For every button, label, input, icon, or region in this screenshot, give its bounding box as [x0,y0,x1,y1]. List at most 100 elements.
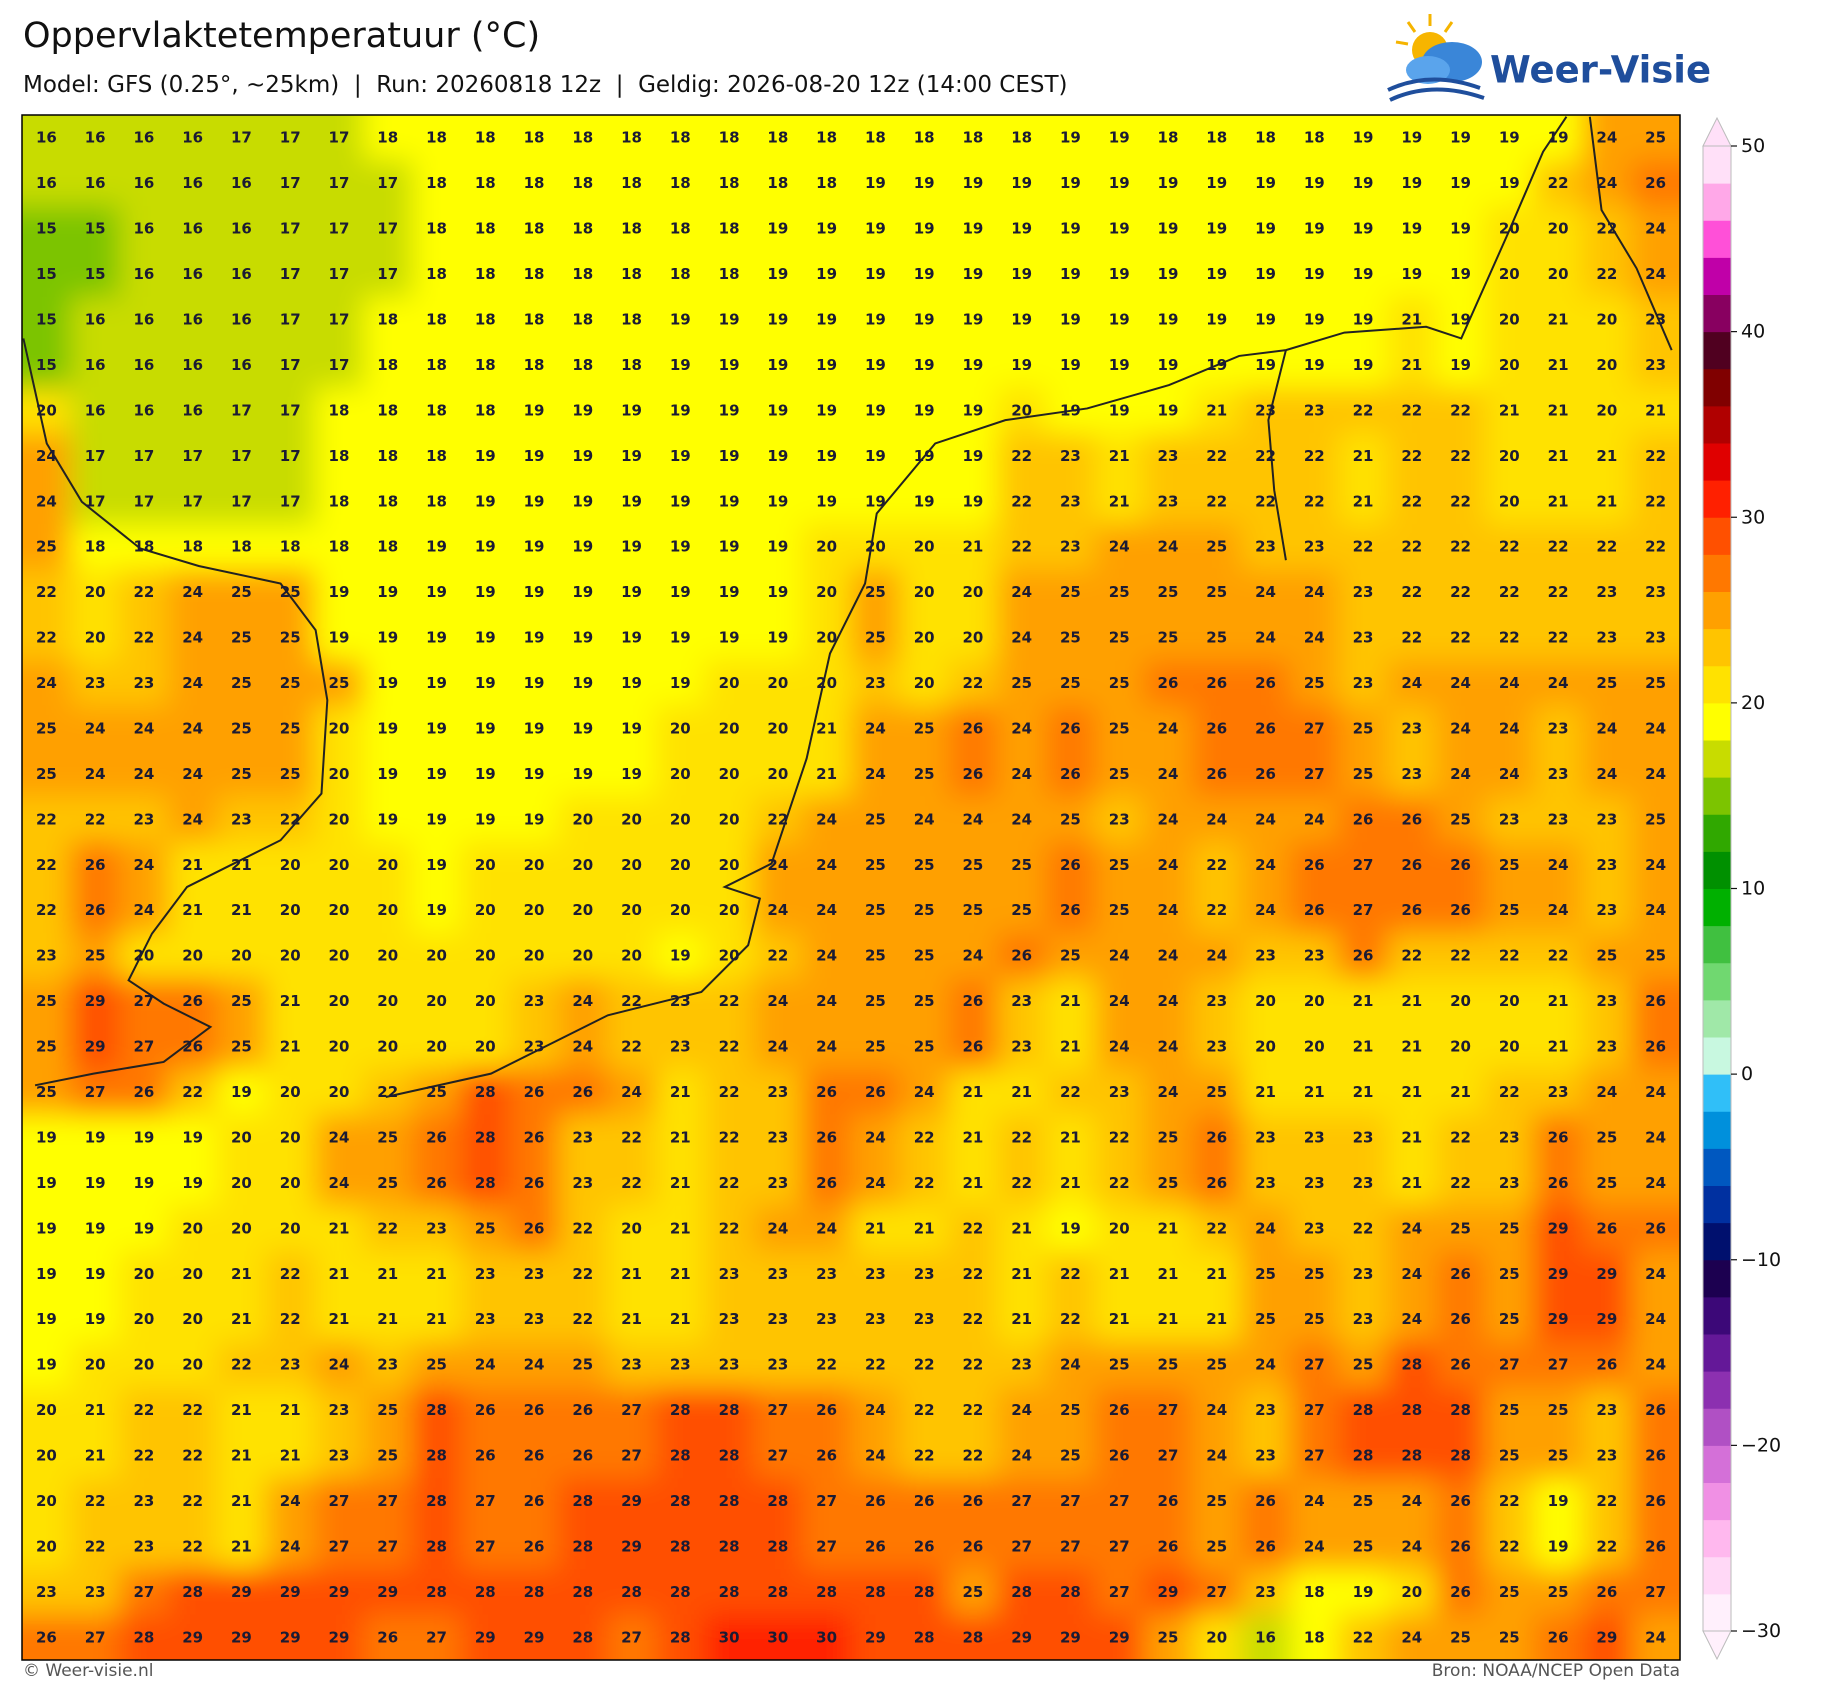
temperature-label: 19 [85,1128,106,1146]
temperature-label: 19 [670,310,691,328]
temperature-label: 26 [524,1219,545,1237]
temperature-cell [1192,251,1242,298]
temperature-label: 19 [1011,356,1032,374]
temperature-label: 21 [1011,1219,1032,1237]
temperature-label: 23 [1401,719,1422,737]
temperature-label: 20 [719,765,740,783]
temperature-label: 19 [962,220,983,238]
temperature-label: 19 [426,810,447,828]
temperature-label: 22 [182,1447,203,1465]
temperature-label: 18 [426,129,447,147]
temperature-cell [1338,433,1388,480]
temperature-label: 24 [1645,1310,1666,1328]
temperature-label: 25 [962,856,983,874]
temperature-label: 19 [1109,220,1130,238]
temperature-label: 25 [377,1401,398,1419]
temperature-label: 21 [1401,1128,1422,1146]
temperature-cell [412,1614,462,1660]
temperature-cell [753,660,803,707]
temperature-label: 22 [1645,538,1666,556]
temperature-label: 18 [816,174,837,192]
temperature-label: 21 [231,1265,252,1283]
temperature-cell [314,342,364,389]
temperature-label: 23 [1596,1038,1617,1056]
temperature-label: 29 [475,1628,496,1646]
temperature-cell [1241,523,1291,570]
temperature-label: 28 [816,1583,837,1601]
temperature-label: 24 [1304,583,1325,601]
temperature-label: 26 [1255,719,1276,737]
temperature-label: 28 [719,1401,740,1419]
temperature-label: 25 [865,629,886,647]
temperature-label: 22 [85,1537,106,1555]
temperature-cell [70,1023,121,1070]
temperature-label: 16 [182,401,203,419]
temperature-label: 29 [85,1038,106,1056]
temperature-cell [948,705,998,752]
temperature-label: 26 [1255,674,1276,692]
colorbar-band [1703,480,1731,518]
temperature-label: 26 [1206,1174,1227,1192]
temperature-label: 19 [1255,220,1276,238]
temperature-label: 23 [524,1265,545,1283]
temperature-label: 25 [914,856,935,874]
temperature-label: 22 [1401,629,1422,647]
temperature-cell [1192,751,1242,798]
temperature-cell [1484,296,1535,343]
temperature-cell [1094,660,1145,707]
temperature-label: 23 [1548,719,1569,737]
temperature-cell [753,205,803,252]
temperature-cell [607,1023,657,1070]
temperature-cell [22,660,72,707]
colorbar-band [1703,665,1731,704]
temperature-cell [1631,796,1680,843]
colorbar-bottom-extension [1702,1630,1732,1661]
temperature-label: 24 [1158,856,1179,874]
temperature-cell [1143,842,1193,888]
temperature-label: 19 [670,538,691,556]
temperature-label: 21 [962,538,983,556]
temperature-cell [509,842,559,888]
temperature-cell [851,296,901,343]
temperature-cell [265,115,316,161]
temperature-cell [899,751,950,798]
temperature-label: 24 [1011,583,1032,601]
temperature-cell [753,342,803,389]
temperature-label: 19 [1060,310,1081,328]
temperature-cell [217,115,267,161]
temperature-label: 24 [1645,1265,1666,1283]
temperature-label: 17 [231,129,252,147]
temperature-cell [70,433,121,480]
temperature-label: 22 [914,1447,935,1465]
temperature-label: 20 [865,538,886,556]
temperature-cell [217,251,267,298]
temperature-label: 21 [1255,1083,1276,1101]
temperature-cell [119,705,169,752]
temperature-cell [70,387,121,434]
temperature-cell [704,296,754,343]
temperature-cell [997,1023,1047,1070]
temperature-label: 25 [231,719,252,737]
temperature-label: 27 [1158,1401,1179,1419]
temperature-cell [265,433,316,480]
temperature-label: 19 [914,265,935,283]
temperature-cell [22,115,72,161]
temperature-cell [1387,705,1437,752]
temperature-cell [1289,387,1340,434]
temperature-cell [1533,978,1583,1025]
temperature-cell [802,478,852,525]
temperature-cell [997,251,1047,298]
temperature-label: 20 [962,583,983,601]
temperature-label: 23 [1011,1038,1032,1056]
temperature-label: 19 [962,356,983,374]
temperature-label: 19 [475,719,496,737]
temperature-label: 18 [1206,129,1227,147]
temperature-label: 22 [962,1401,983,1419]
temperature-label: 17 [280,492,301,510]
temperature-label: 24 [1596,174,1617,192]
temperature-label: 25 [1109,901,1130,919]
temperature-label: 24 [1206,1447,1227,1465]
temperature-label: 23 [426,1219,447,1237]
temperature-cell [1046,478,1096,525]
colorbar-band [1703,1296,1731,1335]
